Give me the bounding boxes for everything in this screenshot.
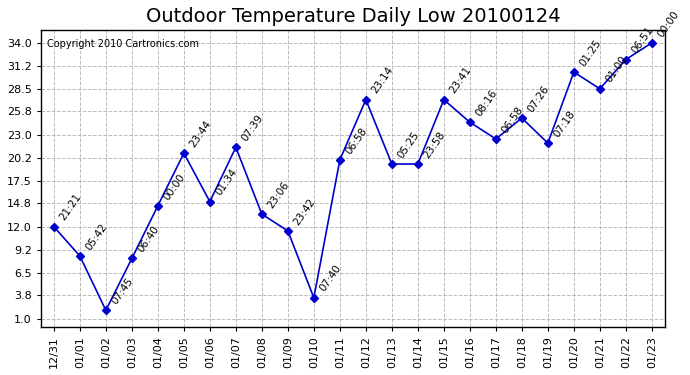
Text: 23:44: 23:44 — [188, 118, 213, 149]
Text: 06:58: 06:58 — [500, 105, 525, 135]
Text: 23:06: 23:06 — [266, 180, 291, 210]
Text: 01:34: 01:34 — [214, 167, 239, 198]
Text: 23:58: 23:58 — [422, 129, 448, 160]
Text: 07:39: 07:39 — [240, 113, 266, 143]
Text: 23:41: 23:41 — [448, 65, 473, 96]
Text: 00:00: 00:00 — [162, 172, 187, 202]
Text: 07:18: 07:18 — [552, 109, 578, 139]
Text: 07:26: 07:26 — [526, 84, 551, 114]
Text: 21:21: 21:21 — [58, 192, 83, 222]
Text: 06:58: 06:58 — [344, 125, 369, 156]
Text: 05:42: 05:42 — [84, 222, 110, 252]
Text: 23:14: 23:14 — [370, 65, 395, 96]
Text: 08:16: 08:16 — [474, 88, 500, 118]
Text: 01:00: 01:00 — [604, 54, 629, 85]
Title: Outdoor Temperature Daily Low 20100124: Outdoor Temperature Daily Low 20100124 — [146, 7, 560, 26]
Text: 07:45: 07:45 — [110, 276, 135, 306]
Text: 05:25: 05:25 — [396, 129, 422, 160]
Text: 23:42: 23:42 — [292, 196, 317, 227]
Text: 06:40: 06:40 — [136, 224, 161, 254]
Text: 00:00: 00:00 — [656, 9, 681, 39]
Text: 01:25: 01:25 — [578, 38, 604, 68]
Text: Copyright 2010 Cartronics.com: Copyright 2010 Cartronics.com — [47, 39, 199, 49]
Text: 07:40: 07:40 — [318, 263, 344, 294]
Text: 06:51: 06:51 — [630, 25, 656, 56]
